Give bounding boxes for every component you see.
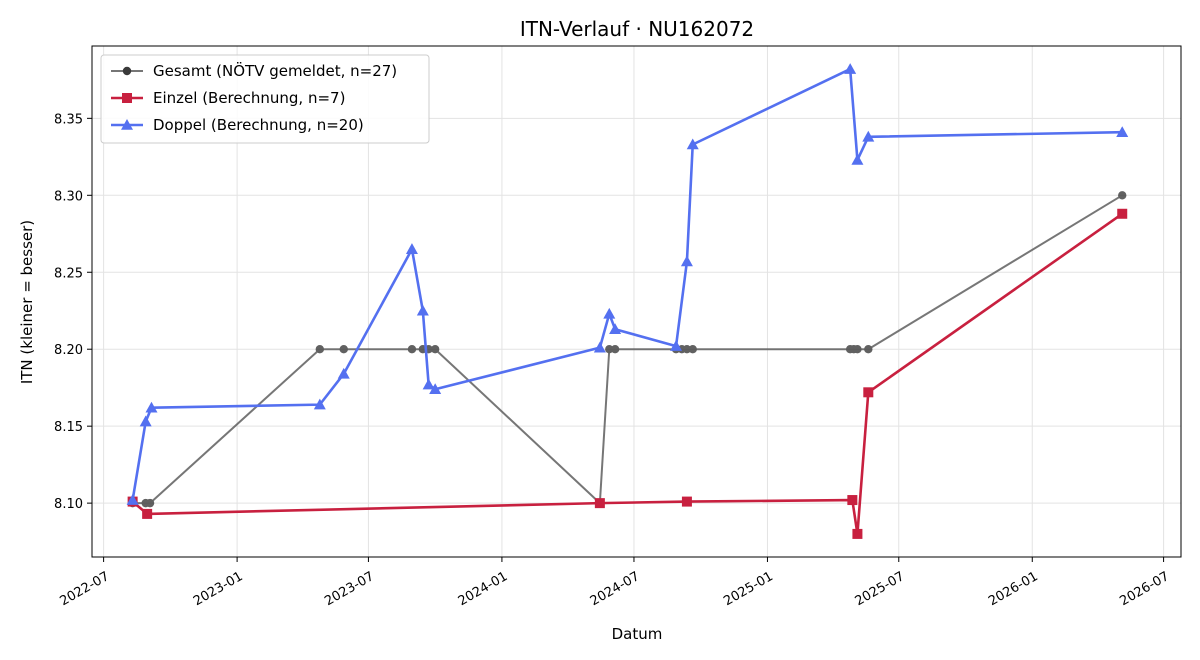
series-square xyxy=(127,208,1128,539)
data-point xyxy=(844,63,857,74)
data-point xyxy=(313,398,326,410)
data-point xyxy=(852,528,863,539)
legend: Gesamt (NÖTV gemeldet, n=27) Einzel (Bere… xyxy=(100,54,430,144)
legend-entry: Doppel (Berechnung, n=20) xyxy=(111,116,364,134)
data-point xyxy=(680,255,693,267)
series-triangle xyxy=(126,63,1129,505)
data-point xyxy=(1117,208,1128,219)
data-point xyxy=(847,495,858,506)
data-point xyxy=(430,345,440,354)
data-point xyxy=(1118,191,1127,200)
data-point xyxy=(429,383,442,395)
data-point xyxy=(688,345,697,354)
series-line xyxy=(131,212,1123,536)
chart-title: ITN-Verlauf · NU162072 xyxy=(520,17,754,41)
data-point xyxy=(142,508,153,519)
data-point xyxy=(139,415,152,427)
data-point xyxy=(853,345,862,354)
data-point xyxy=(864,345,873,354)
data-point xyxy=(682,345,692,354)
data-point xyxy=(863,387,874,398)
y-tick-label: 8.30 xyxy=(54,189,83,204)
data-point xyxy=(605,345,614,354)
y-tick-label: 8.15 xyxy=(54,420,83,435)
data-point xyxy=(422,378,435,390)
y-tick-label: 8.35 xyxy=(54,112,83,127)
data-point xyxy=(670,340,683,351)
y-tick-label: 8.10 xyxy=(54,497,83,512)
legend-entry: Einzel (Berechnung, n=7) xyxy=(111,89,345,107)
legend-entry: Gesamt (NÖTV gemeldet, n=27) xyxy=(111,61,397,80)
series-layer xyxy=(126,63,1129,539)
y-tick-label: 8.25 xyxy=(54,266,83,281)
data-point xyxy=(339,345,348,354)
data-point xyxy=(126,494,139,505)
plot-frame xyxy=(91,45,1182,558)
data-point xyxy=(407,345,417,354)
data-point xyxy=(594,498,605,509)
data-point xyxy=(610,345,620,354)
data-point xyxy=(603,307,616,319)
x-axis-title: Datum xyxy=(612,625,663,643)
data-point xyxy=(609,323,622,335)
data-point xyxy=(1116,126,1129,137)
legend-swatch-marker xyxy=(121,119,133,130)
data-point xyxy=(145,401,158,413)
legend-box xyxy=(100,54,430,144)
legend-swatch-marker xyxy=(122,66,132,76)
data-point xyxy=(593,341,606,353)
data-point xyxy=(851,153,864,165)
y-tick-label: 8.20 xyxy=(54,343,83,358)
legend-label: Einzel (Berechnung, n=7) xyxy=(153,89,345,107)
legend-swatch-marker xyxy=(122,93,132,103)
data-point xyxy=(686,138,699,150)
data-point xyxy=(862,130,875,142)
series-circle xyxy=(128,191,1127,508)
legend-label: Gesamt (NÖTV gemeldet, n=27) xyxy=(153,61,397,80)
data-point xyxy=(416,304,429,316)
legend-label: Doppel (Berechnung, n=20) xyxy=(153,116,364,134)
data-point xyxy=(405,243,418,254)
data-point xyxy=(681,496,692,507)
y-axis-title: ITN (kleiner = besser) xyxy=(18,220,36,384)
data-point xyxy=(337,367,350,379)
data-point xyxy=(315,345,325,354)
data-point xyxy=(145,498,155,508)
